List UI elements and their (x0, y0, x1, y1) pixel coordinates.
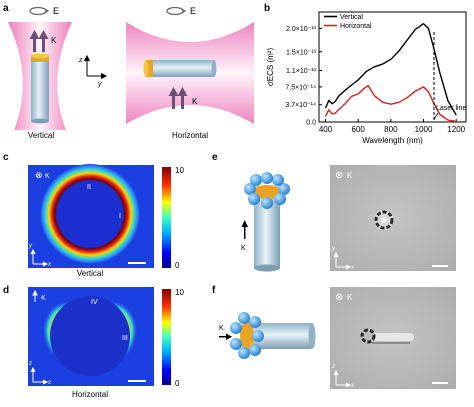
y-tick-label: 3.7×10⁻¹⁴ (285, 102, 316, 109)
k-label-horizontal: K (192, 97, 198, 106)
x-tick-label: 1200 (447, 125, 465, 134)
k-arrows-up-icon (168, 87, 188, 109)
scale-bar (128, 262, 146, 264)
ring-label-II: II (87, 184, 91, 191)
axis-y-e: y (331, 246, 336, 252)
ring-label-IV: IV (91, 299, 98, 306)
y-tick-label: 7.5×10⁻¹⁴ (285, 84, 316, 91)
k-into-page-icon: ⊗ (335, 292, 343, 303)
panel-f: f K ⊗ K z x (212, 285, 456, 389)
field-rotation-icon (29, 6, 50, 16)
y-tick-label: 2.0×10⁻¹³ (286, 26, 317, 33)
field-label-horizontal: E (190, 6, 196, 16)
axis-x-f: x (350, 383, 355, 389)
cbar-max-c: 10 (175, 166, 184, 175)
panel-d: d IV III K z x Horizontal 10 0 (3, 285, 184, 399)
k-into-page-icon: ⊗ (335, 170, 343, 181)
series-line-horizontal (324, 84, 457, 123)
x-tick-label: 400 (319, 125, 333, 134)
k-arrow-up-icon (241, 220, 248, 239)
panel-a-label: a (3, 3, 9, 14)
x-tick-label: 600 (352, 125, 366, 134)
k-arrow-right-icon (219, 333, 232, 340)
axis-x-d: x (47, 380, 52, 386)
x-tick-label: 800 (384, 125, 398, 134)
rod-cross-section (57, 181, 123, 247)
panel-c-label: c (3, 152, 9, 163)
ring-label-III: III (122, 335, 128, 342)
nanorod-top-view-spot (374, 210, 394, 230)
panel-e: e K ⊗ K y x (212, 152, 456, 272)
caption-d: Horizontal (72, 390, 108, 399)
k-label-e: K (241, 245, 246, 252)
panel-e-label: e (212, 152, 218, 163)
axes-zx-icon (30, 366, 49, 385)
axis-y-a: y (97, 81, 102, 88)
cbar-min-d: 0 (175, 379, 180, 388)
caption-horizontal: Horizontal (172, 131, 208, 140)
k-circle-label-e: K (347, 171, 353, 180)
axis-z-a: z (78, 57, 83, 64)
laser-line-label: Laser line (436, 105, 466, 112)
panel-d-label: d (3, 285, 9, 296)
axis-x-e: x (350, 265, 355, 271)
axes-zx-icon (333, 369, 352, 388)
k-into-page-icon: ⊗ (35, 170, 43, 180)
axis-z-f: z (331, 364, 335, 370)
axes-yx-icon (30, 248, 49, 267)
k-label-vertical: K (51, 36, 57, 45)
panel-a: a E E K Vertical (3, 3, 254, 140)
laser-line-pointer (433, 112, 439, 120)
scale-bar (128, 380, 146, 382)
scale-bar (432, 382, 448, 384)
axis-z-d: z (28, 361, 32, 367)
k-label-f: K (219, 325, 224, 332)
legend-label: Horizontal (340, 23, 372, 30)
rod-end-cross-section (50, 296, 130, 376)
nanorod-with-beads-horizontal (230, 312, 316, 359)
k-circle-label-f: K (347, 293, 353, 302)
axes-zy-icon (84, 54, 108, 79)
y-tick-label: 1.1×10⁻¹³ (286, 68, 317, 75)
axis-y-c: y (28, 243, 33, 249)
panel-c: c ⊗ K I II y x Vertical 10 0 (3, 152, 184, 278)
axis-x-c: x (47, 262, 52, 268)
x-tick-label: 1000 (415, 125, 433, 134)
panel-b: b 400 600 800 1000 1200 0.0 3.7×10⁻¹⁴ 7.5×10⁻¹⁴… (264, 3, 467, 145)
field-rotation-icon (166, 6, 187, 16)
k-label-c: K (45, 173, 50, 180)
plot-frame (318, 11, 467, 123)
k-arrow-up-icon (32, 289, 38, 302)
colorbar-c (162, 167, 171, 268)
x-axis-label: Wavelength (nm) (362, 136, 423, 145)
panel-f-label: f (212, 285, 216, 296)
nanorod-horizontal (143, 60, 217, 77)
y-axis-label: σECS (m²) (266, 48, 275, 87)
panel-b-label: b (264, 3, 270, 14)
scale-bar (432, 265, 448, 267)
nanorod-with-beads-vertical (244, 172, 290, 272)
caption-vertical: Vertical (28, 131, 54, 140)
y-tick-label: 1.5×10⁻¹³ (286, 49, 317, 56)
colorbar-d (162, 289, 171, 385)
caption-c: Vertical (77, 269, 103, 278)
k-label-d: K (41, 295, 46, 302)
nanorod-side-view-spot (360, 328, 414, 344)
k-arrows-up-icon (29, 30, 49, 52)
field-label-vertical: E (53, 6, 59, 16)
ring-label-I: I (119, 213, 121, 220)
cbar-min-c: 0 (175, 261, 180, 270)
nanorod-vertical (31, 53, 49, 124)
cbar-max-d: 10 (175, 288, 184, 297)
series-line-vertical (324, 23, 457, 116)
axes-yx-icon (333, 251, 352, 270)
ecs-spectrum-chart: 400 600 800 1000 1200 0.0 3.7×10⁻¹⁴ 7.5×10⁻¹⁴ 1.… (266, 11, 467, 145)
legend-label: Vertical (340, 14, 363, 21)
y-tick-label: 0.0 (306, 120, 316, 127)
